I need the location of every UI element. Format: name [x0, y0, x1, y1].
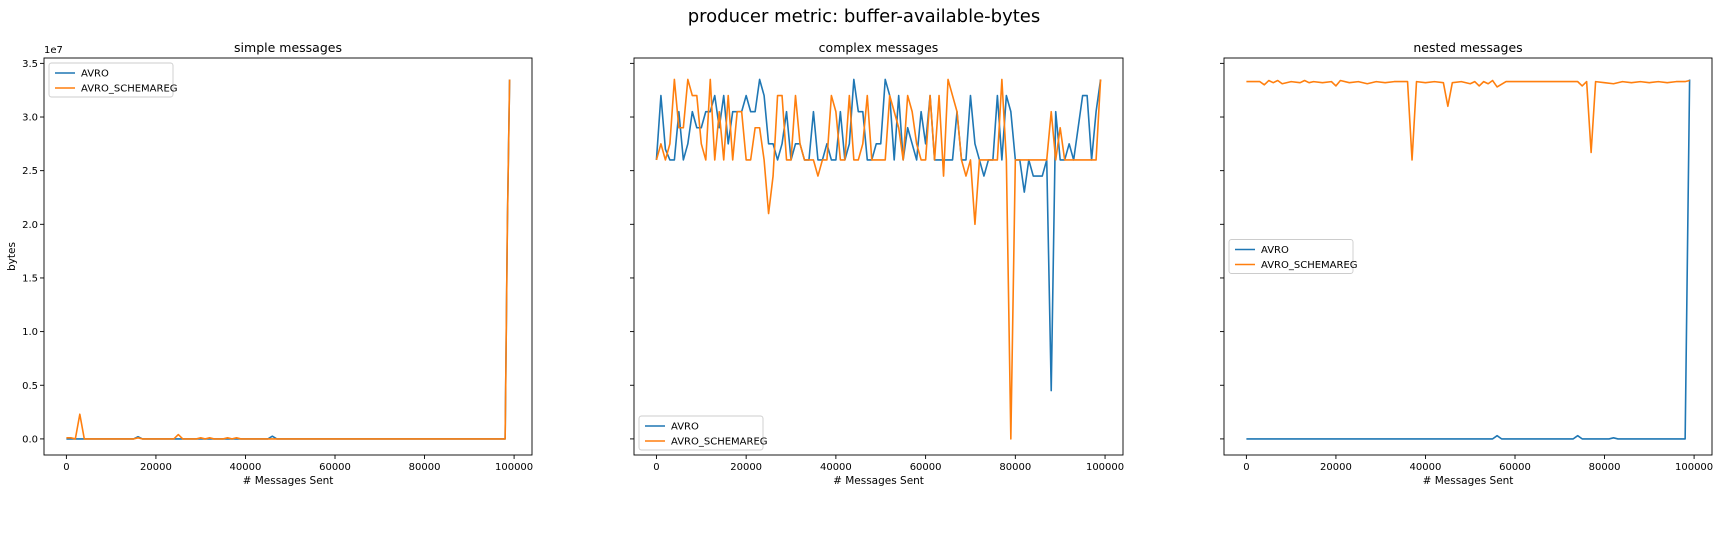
series-group	[66, 79, 511, 440]
legend: AVRO AVRO_SCHEMAREG	[638, 415, 768, 451]
subplots: simple messages 0 20000 40000 60000 80000 1000…	[6, 40, 1713, 487]
x-tick-label: 40000	[230, 462, 262, 473]
legend-entry: AVRO	[1261, 245, 1289, 256]
axes-frame	[633, 57, 1124, 456]
x-tick-label: 20000	[1320, 462, 1352, 473]
x-tick-label: 60000	[910, 462, 942, 473]
x-tick-label: 100000	[495, 462, 533, 473]
legend-entry: AVRO_SCHEMAREG	[81, 84, 178, 95]
y-tick-label: 3.0	[22, 113, 38, 124]
legend-box	[1228, 239, 1354, 274]
x-tick-label: 60000	[319, 462, 351, 473]
x-tick-label: 20000	[140, 462, 172, 473]
y-tick-label: 0.0	[22, 434, 38, 445]
series-line-avro-schemareg	[66, 79, 511, 440]
series-line-avro	[1246, 79, 1691, 440]
x-tick-label: 80000	[1589, 462, 1621, 473]
x-axis-label: # Messages Sent	[243, 475, 334, 487]
x-axis-label: # Messages Sent	[1423, 475, 1514, 487]
x-tick-label: 100000	[1675, 462, 1713, 473]
y-tick-label: 1.0	[22, 327, 38, 338]
x-tick-label: 80000	[409, 462, 441, 473]
x-tick-label: 60000	[1499, 462, 1531, 473]
y-tick-label: 2.0	[22, 220, 38, 231]
legend-box	[48, 62, 174, 98]
legend: AVRO AVRO_SCHEMAREG	[48, 62, 178, 98]
y-offset-label: 1e7	[44, 45, 63, 56]
y-tick-label: 2.5	[22, 166, 38, 177]
panel-2: complex messages 0 20000 40000 60000 80000 100…	[630, 40, 1124, 487]
legend: AVRO AVRO_SCHEMAREG	[1228, 239, 1358, 274]
y-tick-label: 0.5	[22, 381, 38, 392]
y-tick-label: 3.5	[22, 59, 38, 70]
panel-3: nested messages 0 20000 40000 60000 80000 1000…	[1220, 40, 1713, 487]
x-tick-label: 80000	[999, 462, 1031, 473]
legend-entry: AVRO_SCHEMAREG	[671, 437, 768, 448]
x-tick-label: 0	[653, 462, 659, 473]
panel-title: complex messages	[819, 40, 939, 55]
x-tick-label: 20000	[730, 462, 762, 473]
panel-1: simple messages 0 20000 40000 60000 80000 1000…	[6, 40, 533, 487]
axes-frame	[1223, 57, 1713, 456]
legend-entry: AVRO	[671, 422, 699, 433]
figure-suptitle: producer metric: buffer-available-bytes	[688, 6, 1041, 27]
series-group	[655, 78, 1102, 440]
x-axis-label: # Messages Sent	[833, 475, 924, 487]
x-tick-label: 0	[63, 462, 69, 473]
panel-title: simple messages	[234, 40, 342, 55]
x-tick-label: 100000	[1086, 462, 1124, 473]
series-group	[1246, 79, 1691, 440]
legend-box	[638, 415, 764, 451]
series-line-avro-schemareg	[1246, 79, 1690, 161]
panel-title: nested messages	[1413, 40, 1522, 55]
x-tick-label: 0	[1243, 462, 1249, 473]
y-axis-label: bytes	[6, 242, 18, 271]
series-line-avro-schemareg	[655, 78, 1102, 440]
legend-entry: AVRO	[81, 69, 109, 80]
legend-entry: AVRO_SCHEMAREG	[1261, 260, 1358, 271]
x-tick-label: 40000	[1410, 462, 1442, 473]
axes-frame	[43, 57, 533, 456]
x-tick-label: 40000	[820, 462, 852, 473]
y-tick-label: 1.5	[22, 273, 38, 284]
